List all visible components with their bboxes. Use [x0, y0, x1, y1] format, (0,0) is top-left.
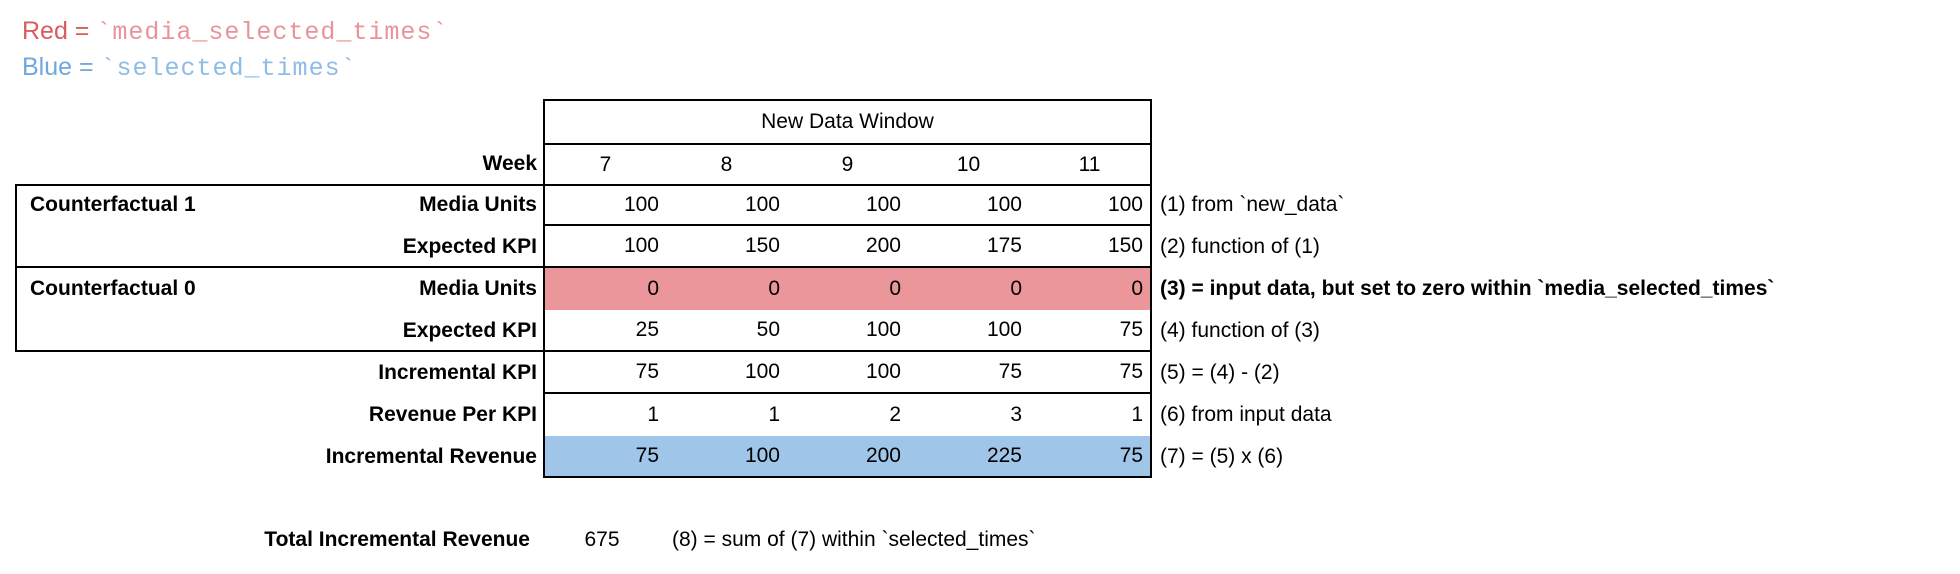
table-row-media-units-cf1: 100 100 100 100 100 [545, 184, 1150, 226]
table-row-expected-kpi-cf0: 25 50 100 100 75 [545, 310, 1150, 352]
row-label-expected-kpi-cf1: Expected KPI [402, 235, 537, 258]
legend-red-value: `media_selected_times` [96, 18, 449, 47]
table-cell: 75 [1119, 318, 1143, 341]
table-cell: 0 [647, 277, 659, 300]
table-cell: 75 [635, 360, 659, 383]
table-cell: 100 [623, 193, 659, 216]
table-cell: 75 [1119, 444, 1143, 467]
counterfactual-0-label: Counterfactual 0 [30, 277, 196, 300]
table-cell: 200 [865, 234, 901, 257]
table-cell: 175 [986, 234, 1022, 257]
table-cell: 100 [986, 193, 1022, 216]
table-cell: 25 [635, 318, 659, 341]
table-row-revenue-per-kpi: 1 1 2 3 1 [545, 394, 1150, 436]
legend-red: Red = `media_selected_times` [22, 14, 448, 50]
table-cell: 50 [756, 318, 780, 341]
legend-blue-label: Blue = [22, 53, 101, 81]
counterfactual-0-box [15, 268, 543, 352]
row-label-expected-kpi-cf0: Expected KPI [402, 319, 537, 342]
table-cell: 2 [889, 403, 901, 426]
legend-blue-value: `selected_times` [100, 54, 357, 83]
annotation-1: (1) from `new_data` [1160, 193, 1345, 216]
annotation-3: (3) = input data, but set to zero within… [1160, 277, 1775, 300]
week-number: 9 [841, 152, 854, 176]
table-cell: 0 [889, 277, 901, 300]
table-cell: 0 [1010, 277, 1022, 300]
total-incremental-revenue-value: 675 [584, 528, 620, 551]
table-cell: 100 [986, 318, 1022, 341]
row-label-incremental-revenue: Incremental Revenue [325, 445, 537, 468]
table-header-box: New Data Window 7 8 9 10 11 [543, 99, 1152, 184]
table-cell: 100 [744, 193, 780, 216]
row-label-incremental-kpi: Incremental KPI [378, 361, 537, 384]
week-number-row: 7 8 9 10 11 [545, 145, 1150, 184]
table-cell: 100 [865, 193, 901, 216]
annotation-2: (2) function of (1) [1160, 235, 1320, 258]
table-cell: 75 [635, 444, 659, 467]
table-cell: 100 [744, 444, 780, 467]
table-cell: 1 [768, 403, 780, 426]
week-label: Week [482, 152, 537, 175]
counterfactual-1-label: Counterfactual 1 [30, 193, 196, 216]
table-cell: 150 [1107, 234, 1143, 257]
table-header-title: New Data Window [545, 101, 1150, 145]
table-cell: 100 [744, 360, 780, 383]
table-cell: 100 [865, 318, 901, 341]
legend-red-label: Red = [22, 17, 97, 45]
row-label-media-units-cf1: Media Units [419, 193, 537, 216]
annotation-8: (8) = sum of (7) within `selected_times` [672, 528, 1036, 551]
table-cell: 200 [865, 444, 901, 467]
table-cell: 0 [768, 277, 780, 300]
data-grid: 100 100 100 100 100 100 150 200 175 150 … [543, 184, 1152, 478]
total-incremental-revenue-label: Total Incremental Revenue [264, 528, 530, 551]
row-label-media-units-cf0: Media Units [419, 277, 537, 300]
table-cell: 100 [623, 234, 659, 257]
week-number: 10 [956, 152, 981, 176]
table-row-incremental-revenue-highlight-blue: 75 100 200 225 75 [545, 436, 1150, 478]
legend-blue: Blue = `selected_times` [22, 50, 357, 86]
week-number: 7 [599, 152, 612, 176]
annotation-6: (6) from input data [1160, 403, 1332, 426]
annotation-5: (5) = (4) - (2) [1160, 361, 1280, 384]
week-number: 11 [1078, 152, 1101, 176]
table-cell: 1 [647, 403, 659, 426]
annotation-4: (4) function of (3) [1160, 319, 1320, 342]
table-cell: 0 [1131, 277, 1143, 300]
table-cell: 100 [1107, 193, 1143, 216]
table-cell: 225 [986, 444, 1022, 467]
table-cell: 75 [1119, 360, 1143, 383]
table-cell: 1 [1131, 403, 1143, 426]
row-label-revenue-per-kpi: Revenue Per KPI [368, 403, 537, 426]
counterfactual-1-box [15, 184, 543, 268]
table-cell: 3 [1010, 403, 1022, 426]
table-cell: 75 [998, 360, 1022, 383]
week-number: 8 [720, 152, 733, 176]
table-cell: 150 [744, 234, 780, 257]
table-cell: 100 [865, 360, 901, 383]
table-row-incremental-kpi: 75 100 100 75 75 [545, 352, 1150, 394]
table-row-media-units-cf0-highlight-red: 0 0 0 0 0 [545, 268, 1150, 310]
annotation-7: (7) = (5) x (6) [1160, 445, 1284, 468]
table-row-expected-kpi-cf1: 100 150 200 175 150 [545, 226, 1150, 268]
